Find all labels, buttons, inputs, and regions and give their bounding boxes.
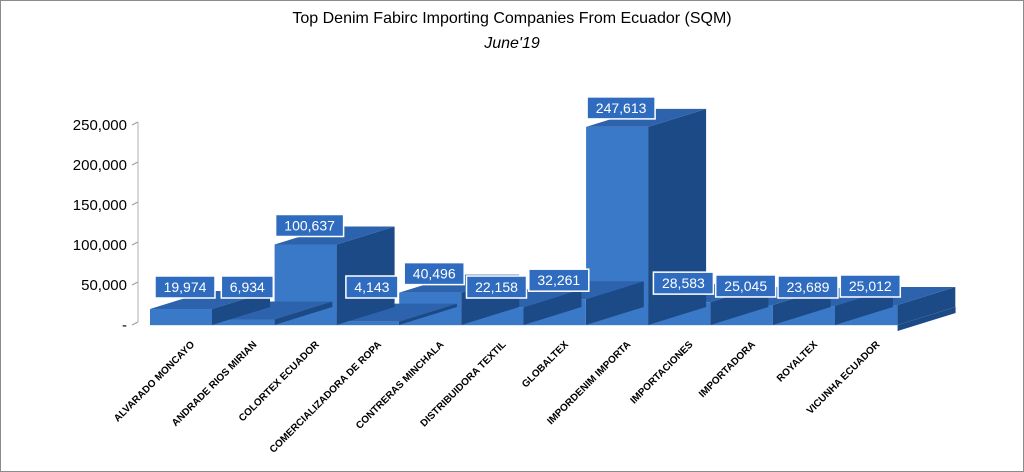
bar-side [897,286,956,325]
value-label-box [839,274,902,298]
y-tick-label: 150,000 [73,197,127,214]
value-label: 100,637 [274,213,345,238]
value-label-text: 247,613 [596,100,647,116]
category-label: GLOBALTEX [520,339,571,390]
value-label: 32,261 [528,268,590,292]
value-label: 4,143 [345,275,399,299]
chart-subtitle: June'19 [484,35,540,52]
bar-front [150,309,212,325]
value-labels: 19,974 6,934 100,637 4,143 40,496 22,158 32,26… [154,96,902,299]
bar-side [274,301,333,325]
value-label-box [403,261,465,286]
value-label: 6,934 [220,275,275,299]
value-label-box [528,268,590,292]
y-tick-label: 200,000 [73,157,127,174]
bar-front [336,321,399,325]
value-label-text: 22,158 [475,279,518,295]
value-label: 25,012 [839,274,902,298]
value-label-box [586,96,656,120]
value-label-box [652,271,715,295]
bar-comercializadora-de-ropa [336,303,457,325]
y-axis: - 50,000 100,000 150,000 200,000 250,000 [73,117,139,334]
value-label: 25,045 [714,274,777,298]
value-label-text: 19,974 [164,279,207,295]
y-tick-label: 100,000 [73,237,127,254]
y-tick-label: - [122,317,127,334]
value-label-box [274,213,345,238]
value-label-text: 32,261 [537,272,580,288]
category-label: ROYALTEX [775,339,820,384]
y-tick-mark [131,161,139,166]
bar-side [648,108,707,325]
y-tick-mark [131,281,139,286]
value-label-box [154,275,216,299]
value-label-text: 23,689 [787,279,830,295]
value-label: 19,974 [154,275,216,299]
category-label: IMPORTACIONES [629,339,696,406]
value-label: 22,158 [465,275,528,299]
bar-side [523,289,582,325]
y-tick-mark [131,201,139,206]
value-label-box [465,275,528,299]
bar-top [336,303,457,322]
value-label-text: 25,045 [724,278,767,294]
value-label-box [714,274,777,298]
y-tick-label: 250,000 [73,117,127,134]
bar-side [398,303,457,325]
value-label-box [220,275,275,299]
bar-front [212,319,275,325]
value-label-text: 28,583 [662,275,705,291]
value-label-box [777,275,839,299]
category-label: COMERCIALIZADORA DE ROPA [268,339,384,455]
bar-side [212,291,270,325]
chart-title: Top Denim Fabirc Importing Companies Fro… [292,10,732,27]
category-label: IMPORTADORA [697,339,758,400]
value-label-text: 6,934 [230,279,265,295]
value-label: 247,613 [586,96,656,120]
value-label: 40,496 [403,261,465,286]
bar-side [585,281,644,325]
value-label: 28,583 [652,271,715,295]
value-label-box [345,275,399,299]
value-label-text: 4,143 [354,279,389,295]
value-label-text: 40,496 [413,266,456,282]
y-tick-mark [131,121,139,126]
value-label-text: 100,637 [284,217,335,233]
floor-side [897,307,956,331]
y-tick-mark [131,321,139,326]
value-label: 23,689 [777,275,839,299]
value-label-text: 25,012 [849,278,892,294]
y-tick-mark [131,241,139,246]
y-tick-label: 50,000 [81,277,127,294]
